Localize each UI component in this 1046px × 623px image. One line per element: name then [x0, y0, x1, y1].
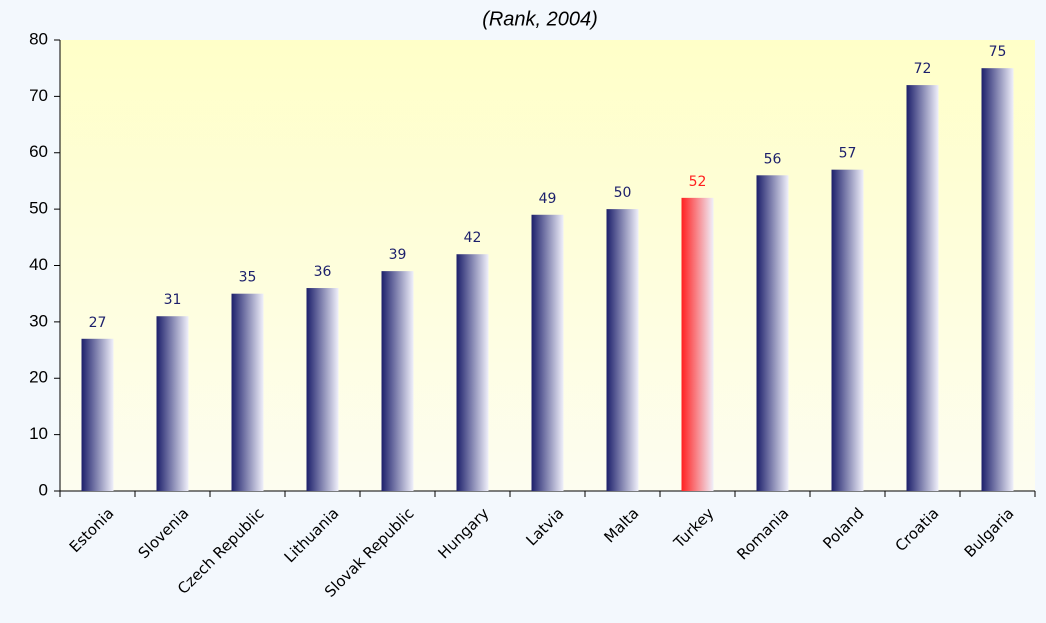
y-tick-label: 40 — [29, 255, 48, 274]
bar — [306, 288, 339, 491]
data-label: 56 — [764, 151, 782, 167]
x-tick-label: Malta — [601, 504, 643, 546]
x-tick-label: Slovenia — [135, 504, 193, 562]
bar — [681, 197, 714, 491]
bar — [981, 68, 1014, 491]
bar — [831, 169, 864, 491]
x-tick-label: Hungary — [434, 504, 492, 562]
bar — [81, 338, 114, 491]
y-tick-label: 10 — [29, 424, 48, 443]
x-tick-label: Estonia — [66, 504, 118, 556]
bar — [456, 254, 489, 491]
x-tick-label: Bulgaria — [961, 504, 1018, 561]
data-label: 36 — [314, 264, 332, 280]
y-tick-label: 30 — [29, 311, 48, 330]
bar — [156, 316, 189, 491]
x-tick-label: Croatia — [892, 504, 943, 555]
x-tick-label: Romania — [733, 504, 792, 563]
data-label: 27 — [89, 315, 107, 331]
data-label: 75 — [989, 44, 1007, 60]
data-label: 57 — [839, 146, 857, 162]
chart-title: (Rank, 2004) — [482, 8, 598, 30]
y-tick-label: 50 — [29, 199, 48, 218]
bar — [531, 214, 564, 491]
x-tick-label: Lithuania — [281, 504, 343, 566]
data-label: 72 — [914, 61, 932, 77]
bar — [231, 293, 264, 491]
y-tick-label: 60 — [29, 142, 48, 161]
bar — [381, 271, 414, 491]
data-label: 39 — [389, 247, 407, 263]
data-label: 35 — [239, 270, 257, 286]
x-tick-label: Latvia — [522, 504, 567, 549]
x-tick-label: Turkey — [670, 504, 718, 552]
data-label: 52 — [689, 174, 707, 190]
y-tick-label: 70 — [29, 86, 48, 105]
data-label: 49 — [539, 191, 557, 207]
x-tick-label: Poland — [819, 504, 867, 552]
bar — [906, 85, 939, 491]
y-tick-label: 80 — [29, 29, 48, 48]
bar — [756, 175, 789, 492]
data-label: 31 — [164, 292, 182, 308]
bar — [606, 209, 639, 491]
data-label: 50 — [614, 185, 632, 201]
y-tick-label: 20 — [29, 368, 48, 387]
y-tick-label: 0 — [39, 480, 48, 499]
data-label: 42 — [464, 230, 482, 246]
